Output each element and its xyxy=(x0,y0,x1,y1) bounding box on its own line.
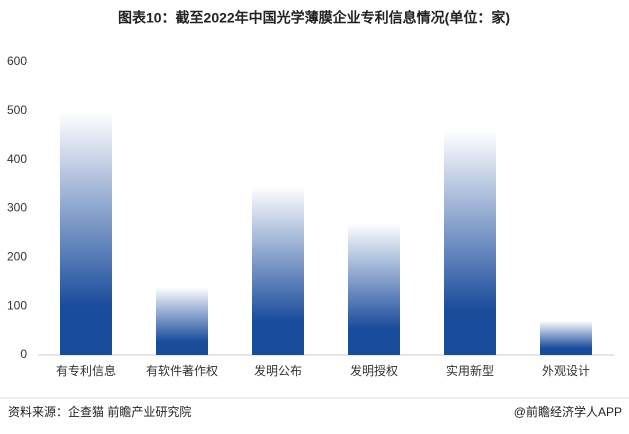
y-tick-label: 100 xyxy=(7,298,27,312)
bar xyxy=(156,287,208,355)
bar xyxy=(348,223,400,355)
bar xyxy=(540,320,592,355)
x-tick-label: 发明授权 xyxy=(350,363,398,378)
y-tick-label: 400 xyxy=(7,152,27,166)
y-tick-label: 300 xyxy=(7,201,27,215)
x-tick-label: 有软件著作权 xyxy=(146,364,218,378)
credit: @前瞻经济学人APP xyxy=(514,404,622,419)
x-tick-label: 有专利信息 xyxy=(56,363,116,378)
x-tick-label: 发明公布 xyxy=(254,363,302,378)
y-tick-label: 0 xyxy=(20,347,27,361)
chart-title: 图表10：截至2022年中国光学薄膜企业专利信息情况(单位：家) xyxy=(118,10,510,26)
x-tick-label: 外观设计 xyxy=(542,364,590,378)
y-tick-label: 200 xyxy=(7,250,27,264)
source: 资料来源：企查猫 前瞻产业研究院 xyxy=(8,404,191,419)
bar xyxy=(252,186,304,355)
y-tick-label: 500 xyxy=(7,103,27,117)
bar xyxy=(60,111,112,355)
bar xyxy=(444,130,496,355)
y-tick-label: 600 xyxy=(7,54,27,68)
x-tick-label: 实用新型 xyxy=(446,363,494,378)
